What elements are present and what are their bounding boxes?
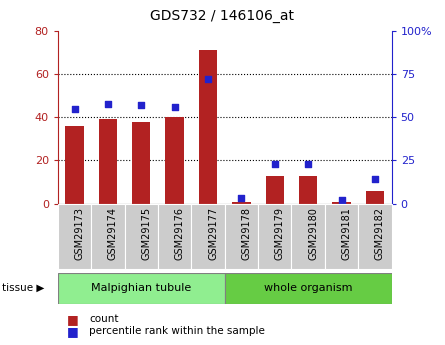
Point <box>171 104 178 110</box>
Point <box>138 102 145 108</box>
Text: GSM29174: GSM29174 <box>108 207 118 260</box>
Text: percentile rank within the sample: percentile rank within the sample <box>89 326 265 336</box>
Bar <box>266 176 284 204</box>
Text: GSM29176: GSM29176 <box>174 207 185 260</box>
Text: whole organism: whole organism <box>264 283 352 293</box>
Text: GSM29178: GSM29178 <box>241 207 251 260</box>
Bar <box>199 50 217 204</box>
Bar <box>91 204 125 269</box>
Point <box>271 161 279 167</box>
Text: tissue ▶: tissue ▶ <box>2 283 44 293</box>
Bar <box>158 204 191 269</box>
Bar <box>166 117 184 204</box>
Bar <box>358 204 392 269</box>
Bar <box>132 122 150 204</box>
Text: count: count <box>89 314 118 324</box>
Bar <box>99 119 117 204</box>
Text: GSM29177: GSM29177 <box>208 207 218 260</box>
Text: ■: ■ <box>67 313 78 326</box>
Bar <box>332 203 351 204</box>
Bar <box>58 204 91 269</box>
Text: GSM29181: GSM29181 <box>342 207 352 260</box>
Bar <box>125 204 158 269</box>
Point <box>238 196 245 201</box>
Bar <box>258 204 291 269</box>
Text: GDS732 / 146106_at: GDS732 / 146106_at <box>150 9 295 23</box>
Point <box>338 197 345 203</box>
Text: GSM29175: GSM29175 <box>142 207 151 260</box>
Point <box>105 101 112 106</box>
Bar <box>232 203 251 204</box>
Text: GSM29179: GSM29179 <box>275 207 285 260</box>
Bar <box>225 204 258 269</box>
Text: ■: ■ <box>67 325 78 338</box>
Bar <box>299 176 317 204</box>
Text: Malpighian tubule: Malpighian tubule <box>91 283 191 293</box>
Bar <box>58 273 225 304</box>
Bar <box>325 204 358 269</box>
Bar <box>225 273 392 304</box>
Text: GSM29182: GSM29182 <box>375 207 385 260</box>
Point <box>71 106 78 111</box>
Bar <box>191 204 225 269</box>
Point <box>205 77 212 82</box>
Text: GSM29180: GSM29180 <box>308 207 318 260</box>
Point <box>305 161 312 167</box>
Bar <box>291 204 325 269</box>
Text: GSM29173: GSM29173 <box>75 207 85 260</box>
Point <box>372 177 379 182</box>
Bar <box>366 190 384 204</box>
Bar <box>65 126 84 204</box>
